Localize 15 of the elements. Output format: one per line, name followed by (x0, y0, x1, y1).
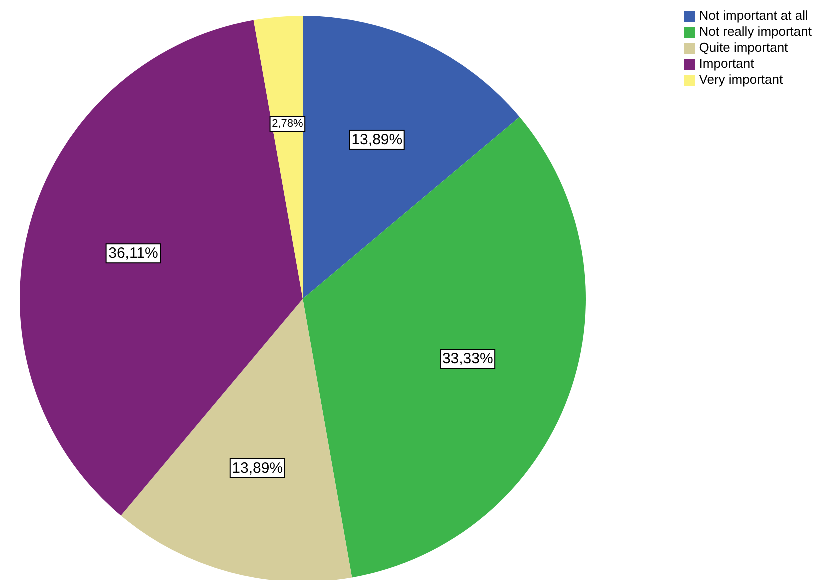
legend-label: Not really important (699, 24, 812, 39)
legend-label: Very important (699, 72, 784, 87)
pie-slice (121, 299, 352, 580)
data-label: 13,89% (232, 460, 284, 477)
data-label: 36,11% (108, 245, 158, 262)
pie-slice (303, 16, 520, 299)
pie-slice (20, 20, 303, 516)
data-label: 33,33% (442, 350, 494, 368)
data-label: 13,89% (352, 131, 403, 148)
legend-label: Not important at all (699, 8, 808, 23)
pie-slice (303, 117, 586, 578)
pie-slice (254, 16, 303, 299)
data-label: 2,78% (272, 118, 304, 130)
legend-label: Important (699, 56, 754, 71)
legend-label: Quite important (699, 40, 788, 55)
